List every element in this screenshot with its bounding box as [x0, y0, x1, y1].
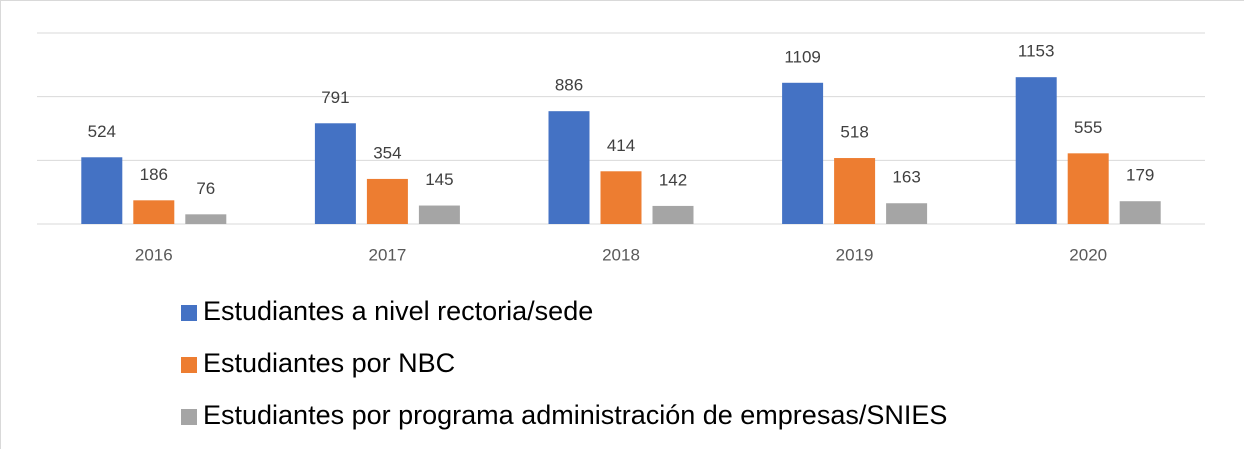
bar — [886, 203, 928, 224]
legend-label: Estudiantes a nivel rectoria/sede — [203, 296, 593, 326]
x-tick-label: 2019 — [836, 245, 874, 264]
legend-swatch — [181, 305, 197, 321]
bar — [366, 178, 408, 224]
bar — [418, 205, 460, 224]
data-label: 354 — [373, 143, 401, 162]
x-tick-label: 2016 — [135, 245, 173, 264]
data-label: 163 — [892, 168, 920, 187]
data-label: 142 — [659, 170, 687, 189]
bar — [1015, 77, 1057, 225]
bar — [834, 158, 876, 224]
data-label: 1109 — [784, 47, 821, 66]
data-label: 414 — [607, 136, 635, 155]
bar — [81, 157, 123, 224]
bar — [1119, 201, 1161, 224]
bar — [314, 123, 356, 224]
data-label: 555 — [1074, 118, 1102, 137]
legend-swatch — [181, 357, 197, 373]
data-label: 518 — [840, 123, 868, 142]
data-label: 145 — [425, 170, 453, 189]
bar — [652, 205, 694, 224]
data-label: 791 — [321, 88, 349, 107]
data-label: 1153 — [1018, 42, 1055, 61]
x-tick-label: 2017 — [368, 245, 406, 264]
bar — [1067, 153, 1109, 224]
legend-label: Estudiantes por programa administración … — [203, 400, 947, 430]
legend-label: Estudiantes por NBC — [203, 348, 455, 378]
data-label: 179 — [1126, 166, 1154, 185]
x-tick-label: 2018 — [602, 245, 640, 264]
legend-swatch — [181, 409, 197, 425]
data-label: 886 — [555, 76, 583, 95]
bar — [600, 171, 642, 224]
bar — [185, 214, 227, 224]
bar — [782, 82, 824, 225]
data-label: 524 — [88, 122, 116, 141]
x-tick-label: 2020 — [1069, 245, 1107, 264]
bar — [133, 200, 175, 224]
data-label: 186 — [140, 165, 168, 184]
data-label: 76 — [196, 179, 215, 198]
bar — [548, 111, 590, 224]
